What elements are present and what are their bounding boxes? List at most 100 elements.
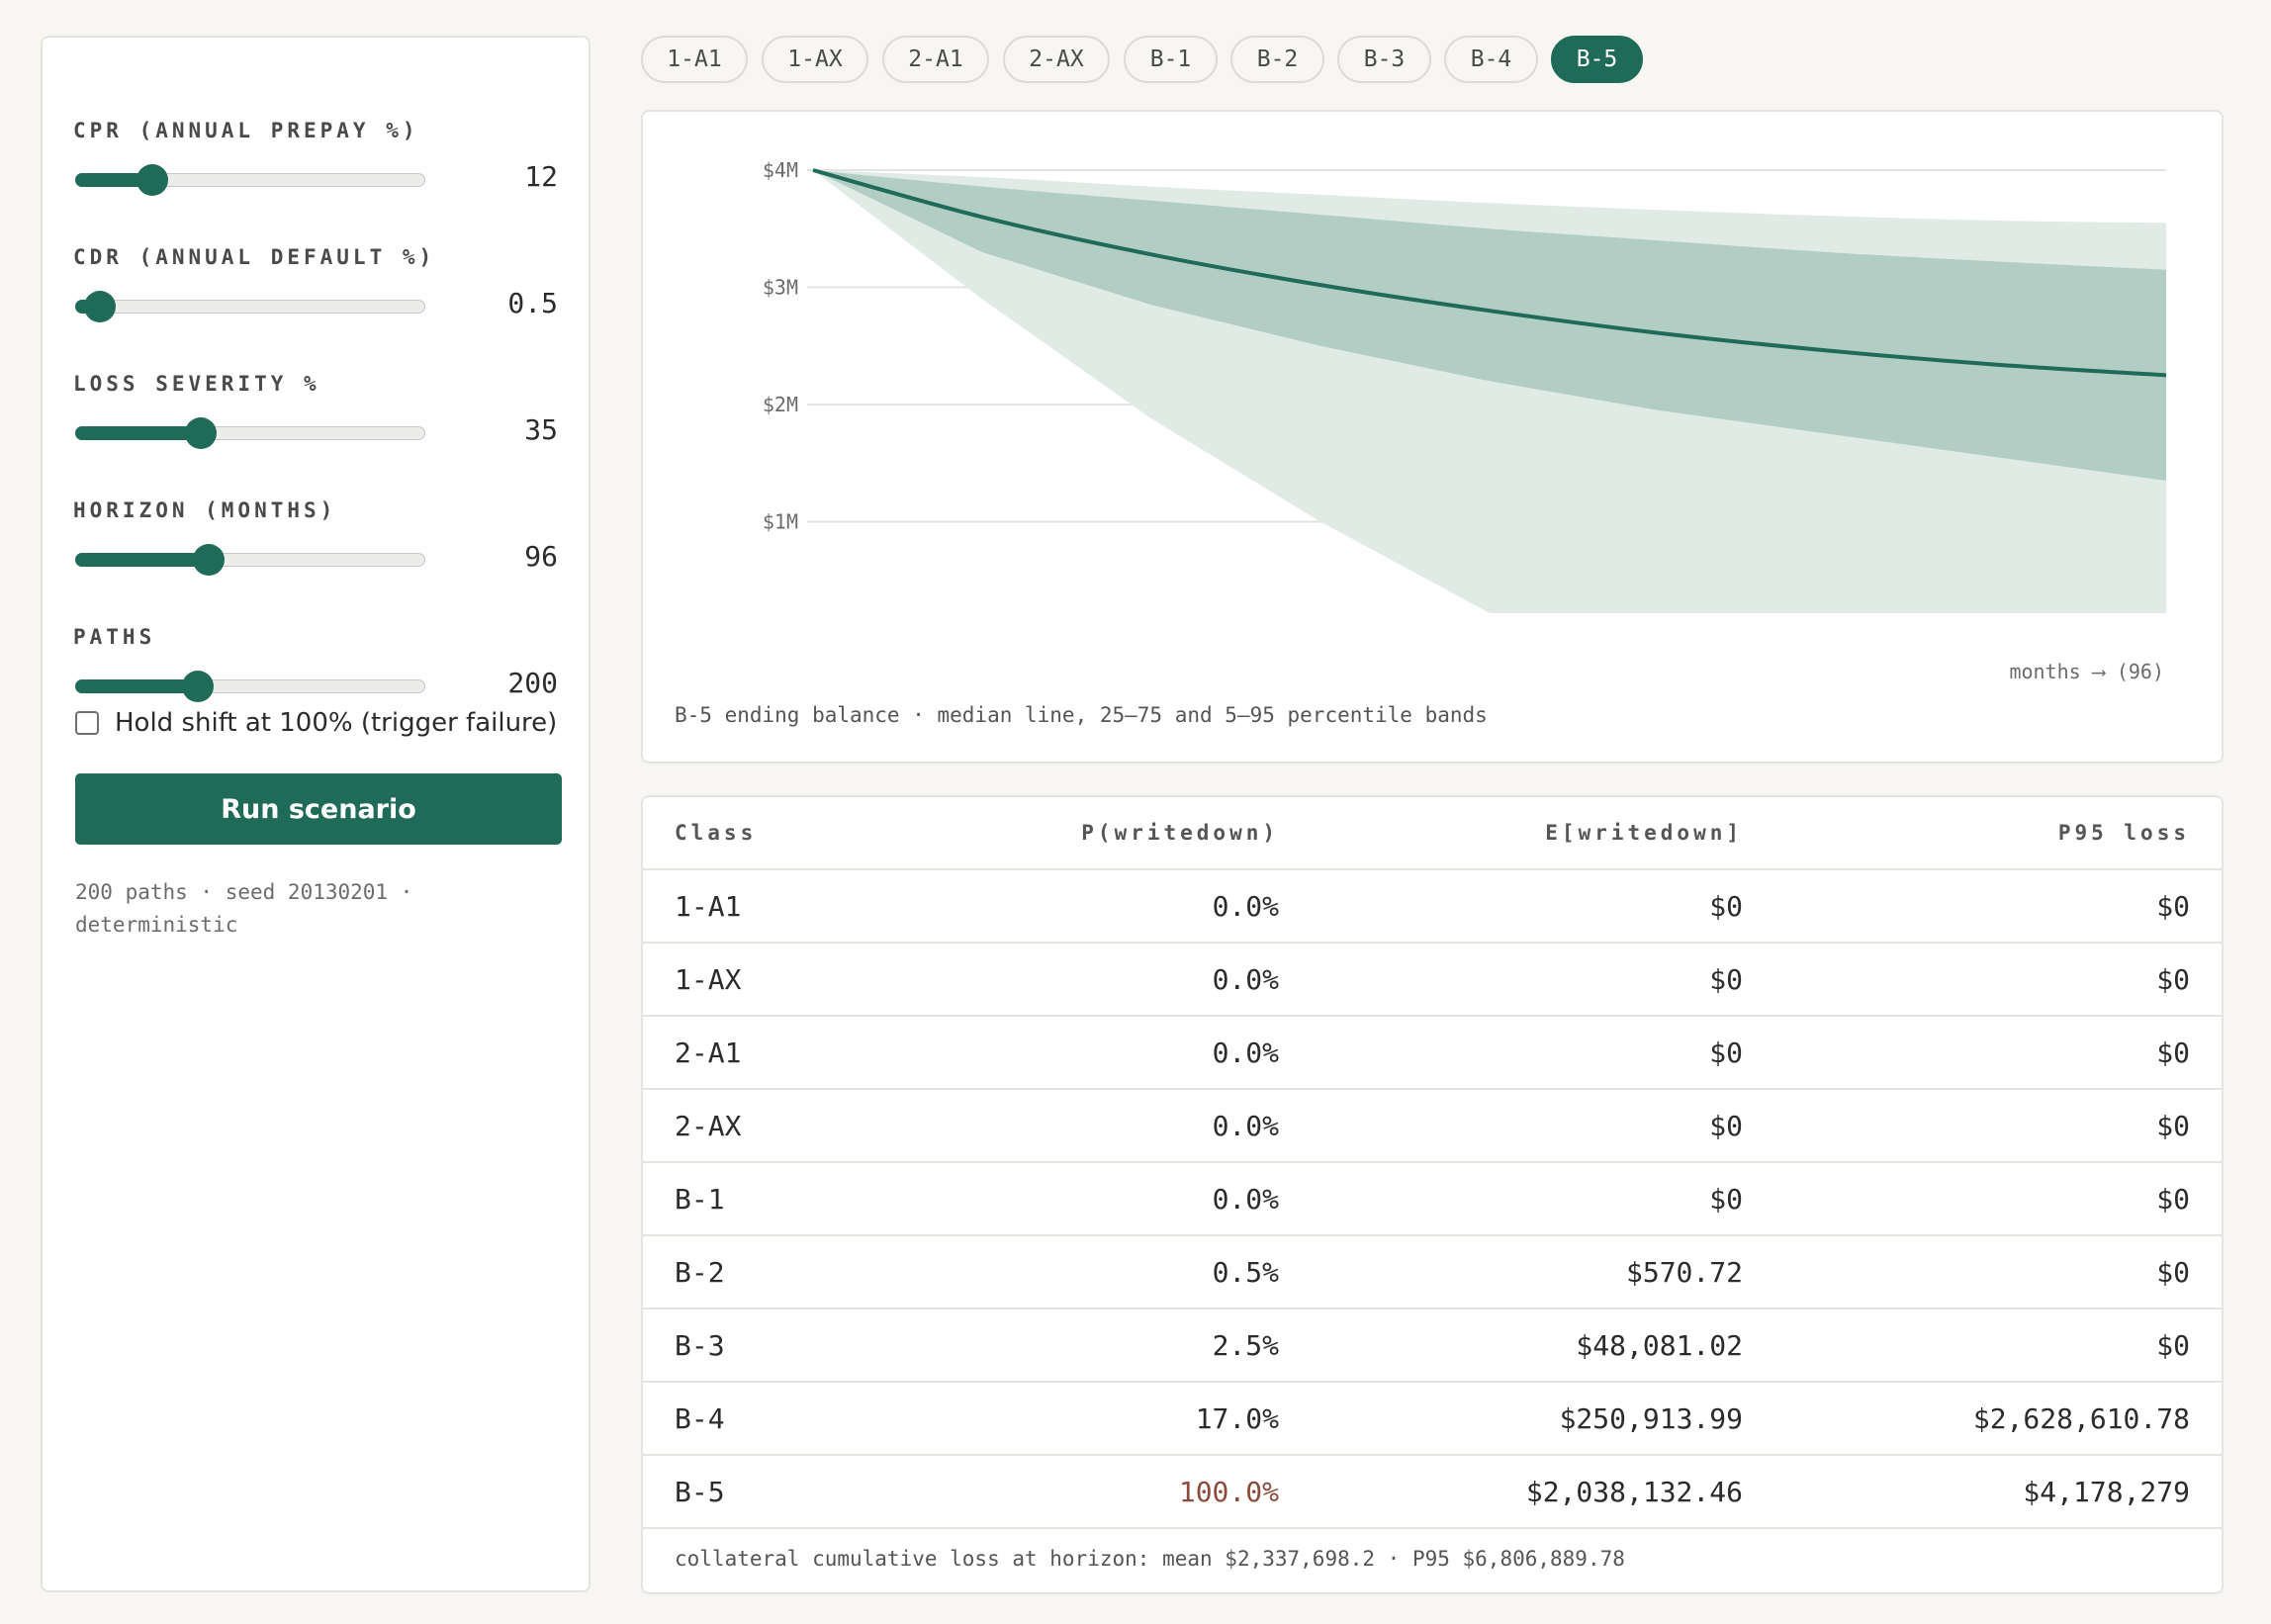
slider-thumb[interactable] bbox=[185, 417, 218, 449]
slider-thumb[interactable] bbox=[181, 671, 214, 702]
cell-e-writedown: $570.72 bbox=[1625, 1255, 1743, 1289]
tab-2-ax[interactable]: 2-AX bbox=[1003, 36, 1110, 83]
cell-p95-loss: $0 bbox=[2156, 1328, 2190, 1362]
paths-value: 200 bbox=[507, 667, 558, 699]
cell-p95-loss: $0 bbox=[2156, 1109, 2190, 1142]
cpr-value: 12 bbox=[524, 160, 558, 193]
cell-class: 2-A1 bbox=[675, 1036, 742, 1069]
tab-1-ax[interactable]: 1-AX bbox=[762, 36, 868, 83]
cdr-value: 0.5 bbox=[507, 287, 558, 319]
writedown-table: Class P(writedown) E[writedown] P95 loss… bbox=[641, 795, 2224, 1594]
cell-p-writedown: 0.0% bbox=[1212, 1036, 1279, 1069]
cell-p95-loss: $0 bbox=[2156, 1255, 2190, 1289]
cell-class: 2-AX bbox=[675, 1109, 742, 1142]
trigger-failure-checkbox[interactable] bbox=[75, 711, 99, 735]
y-tick-label: $4M bbox=[763, 158, 798, 182]
paths-slider[interactable] bbox=[75, 671, 425, 702]
horizon-value: 96 bbox=[524, 540, 558, 573]
cell-class: B-2 bbox=[675, 1255, 725, 1289]
cell-p95-loss: $0 bbox=[2156, 1182, 2190, 1216]
cell-e-writedown: $0 bbox=[1709, 1182, 1743, 1216]
slider-fill bbox=[75, 553, 209, 567]
cell-class: B-5 bbox=[675, 1475, 725, 1508]
cell-e-writedown: $0 bbox=[1709, 1036, 1743, 1069]
band-25-75 bbox=[813, 170, 2166, 482]
slider-thumb[interactable] bbox=[83, 291, 116, 322]
cpr-label: CPR (annual prepay %) bbox=[73, 119, 419, 142]
tab-b-3[interactable]: B-3 bbox=[1337, 36, 1431, 83]
cell-p-writedown: 17.0% bbox=[1195, 1401, 1279, 1435]
cell-class: B-4 bbox=[675, 1401, 725, 1435]
balance-chart-card: $4M $3M $2M $1M months ⟶ (96) B-5 ending ba… bbox=[641, 110, 2224, 764]
slider-thumb[interactable] bbox=[136, 164, 168, 196]
cell-e-writedown: $0 bbox=[1709, 1109, 1743, 1142]
horizon-label: Horizon (months) bbox=[73, 498, 337, 522]
cell-p-writedown: 2.5% bbox=[1212, 1328, 1279, 1362]
header-e-writedown: E[writedown] bbox=[1545, 821, 1743, 845]
cdr-label: CDR (annual default %) bbox=[73, 245, 436, 269]
cdr-slider[interactable] bbox=[75, 291, 425, 322]
slider-fill bbox=[75, 426, 202, 440]
cell-p-writedown: 0.0% bbox=[1212, 1182, 1279, 1216]
cell-p95-loss: $4,178,279 bbox=[2023, 1475, 2190, 1508]
cell-p95-loss: $0 bbox=[2156, 889, 2190, 923]
cell-p-writedown: 0.0% bbox=[1212, 962, 1279, 996]
balance-chart: $4M $3M $2M $1M months ⟶ (96) bbox=[763, 158, 2167, 683]
cell-e-writedown: $250,913.99 bbox=[1559, 1401, 1743, 1435]
cpr-slider[interactable] bbox=[75, 164, 425, 196]
slider-fill bbox=[75, 679, 198, 693]
horizon-slider[interactable] bbox=[75, 544, 425, 576]
x-axis-label: months ⟶ (96) bbox=[2009, 660, 2164, 683]
slider-thumb[interactable] bbox=[192, 544, 225, 576]
paths-label: Paths bbox=[73, 625, 156, 649]
cell-class: 1-AX bbox=[675, 962, 742, 996]
cell-class: B-1 bbox=[675, 1182, 725, 1216]
run-meta-line1: 200 paths · seed 20130201 · bbox=[75, 880, 413, 904]
table-footer: collateral cumulative loss at horizon: m… bbox=[675, 1547, 1625, 1571]
tab-b-1[interactable]: B-1 bbox=[1124, 36, 1218, 83]
cell-p95-loss: $2,628,610.78 bbox=[1972, 1401, 2190, 1435]
run-meta-line2: deterministic bbox=[75, 913, 238, 937]
cell-p-writedown: 0.0% bbox=[1212, 889, 1279, 923]
cell-class: B-3 bbox=[675, 1328, 725, 1362]
table-row: B-3 2.5% $48,081.02 $0 bbox=[643, 1309, 2222, 1383]
controls-panel: CPR (annual prepay %) 12 CDR (annual def… bbox=[41, 36, 590, 1592]
tab-2-a1[interactable]: 2-A1 bbox=[882, 36, 989, 83]
trigger-failure-row[interactable]: Hold shift at 100% (trigger failure) bbox=[75, 705, 557, 741]
table-row: B-2 0.5% $570.72 $0 bbox=[643, 1236, 2222, 1309]
y-tick-label: $1M bbox=[763, 510, 798, 534]
header-class: Class bbox=[675, 821, 758, 845]
cell-p-writedown: 0.5% bbox=[1212, 1255, 1279, 1289]
tab-b-2[interactable]: B-2 bbox=[1230, 36, 1324, 83]
cell-e-writedown: $48,081.02 bbox=[1576, 1328, 1743, 1362]
slider-track bbox=[75, 300, 425, 314]
table-row: 1-A1 0.0% $0 $0 bbox=[643, 870, 2222, 944]
table-row: B-4 17.0% $250,913.99 $2,628,610.78 bbox=[643, 1383, 2222, 1456]
run-meta: 200 paths · seed 20130201 · deterministi… bbox=[75, 876, 471, 942]
cell-p-writedown: 100.0% bbox=[1178, 1475, 1279, 1508]
table-row: B-1 0.0% $0 $0 bbox=[643, 1163, 2222, 1236]
y-tick-label: $3M bbox=[763, 276, 798, 300]
tab-1-a1[interactable]: 1-A1 bbox=[641, 36, 748, 83]
class-tabs: 1-A1 1-AX 2-A1 2-AX B-1 B-2 B-3 B-4 B-5 bbox=[641, 36, 1643, 85]
slider-fill bbox=[75, 173, 152, 187]
median-line bbox=[812, 168, 2167, 378]
severity-label: Loss severity % bbox=[73, 372, 320, 396]
tab-b-4[interactable]: B-4 bbox=[1444, 36, 1538, 83]
run-scenario-button[interactable]: Run scenario bbox=[75, 773, 562, 845]
table-row: 2-AX 0.0% $0 $0 bbox=[643, 1090, 2222, 1163]
cell-e-writedown: $0 bbox=[1709, 889, 1743, 923]
table-row: 1-AX 0.0% $0 $0 bbox=[643, 944, 2222, 1017]
cell-p-writedown: 0.0% bbox=[1212, 1109, 1279, 1142]
table-header: Class P(writedown) E[writedown] P95 loss bbox=[643, 797, 2222, 870]
y-tick-label: $2M bbox=[763, 393, 798, 416]
table-row: B-5 100.0% $2,038,132.46 $4,178,279 bbox=[643, 1456, 2222, 1529]
severity-value: 35 bbox=[524, 413, 558, 446]
cell-p95-loss: $0 bbox=[2156, 1036, 2190, 1069]
tab-b-5[interactable]: B-5 bbox=[1551, 36, 1643, 83]
header-p95-loss: P95 loss bbox=[2057, 821, 2190, 845]
severity-slider[interactable] bbox=[75, 417, 425, 449]
cell-e-writedown: $0 bbox=[1709, 962, 1743, 996]
cell-e-writedown: $2,038,132.46 bbox=[1525, 1475, 1743, 1508]
table-row: 2-A1 0.0% $0 $0 bbox=[643, 1017, 2222, 1090]
